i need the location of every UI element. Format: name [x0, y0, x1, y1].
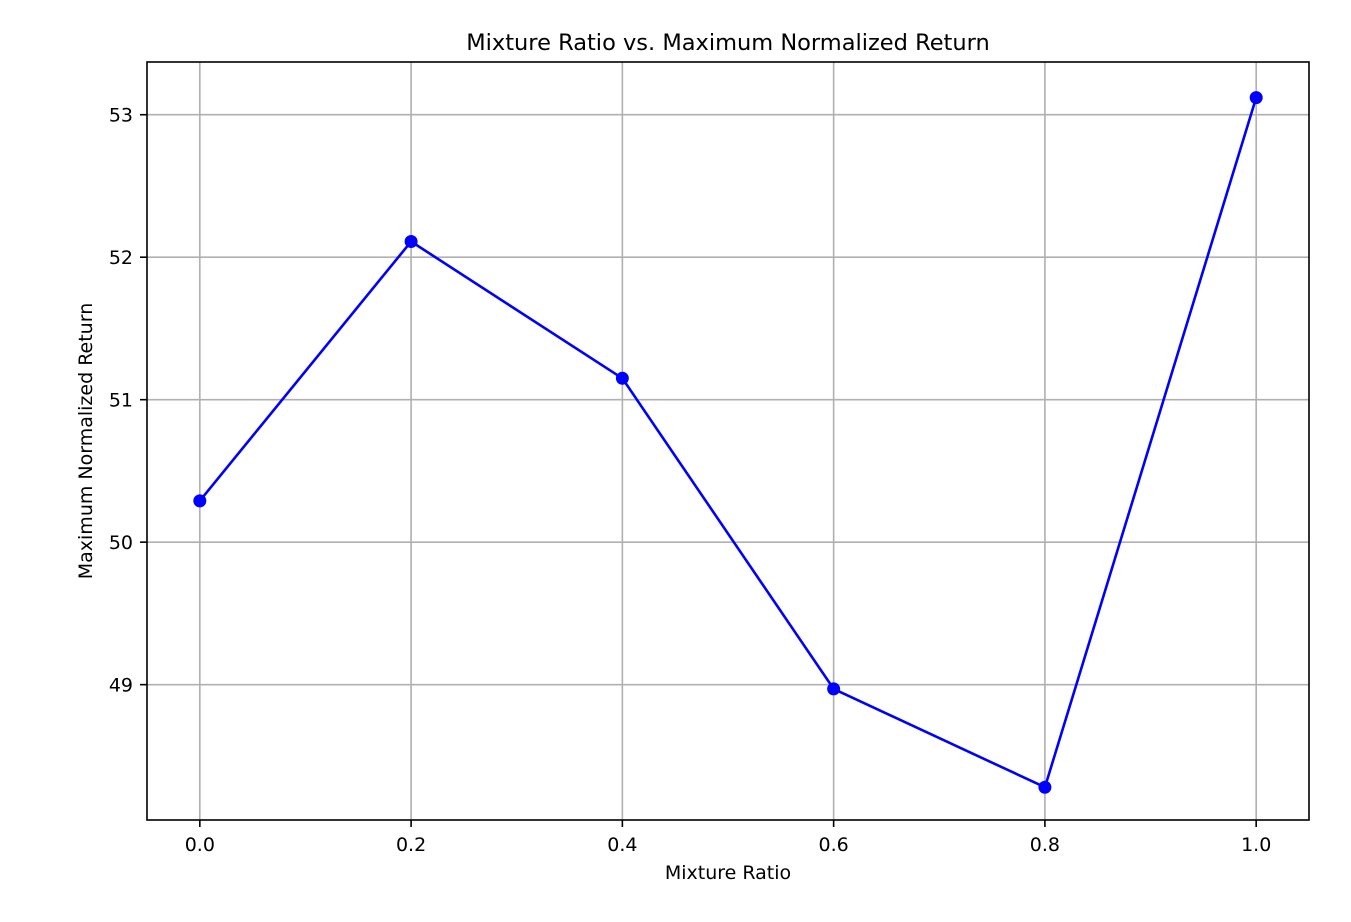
data-point: [404, 235, 418, 249]
chart-title: Mixture Ratio vs. Maximum Normalized Ret…: [466, 30, 990, 56]
x-tick-label: 0.2: [396, 834, 426, 856]
series-line: [198, 97, 1258, 789]
x-tick-label: 1.0: [1241, 834, 1271, 856]
y-tick-label: 53: [109, 105, 133, 127]
y-tick-label: 50: [109, 532, 133, 554]
x-axis-label: Mixture Ratio: [665, 862, 791, 884]
plot-frame: [146, 61, 1310, 821]
grid-layer: [147, 62, 1309, 820]
data-point: [1038, 780, 1052, 794]
x-tick-label: 0.6: [819, 834, 849, 856]
series-layer: [193, 91, 1263, 794]
y-tick-label: 51: [109, 390, 133, 412]
x-tick-label: 0.4: [607, 834, 637, 856]
y-axis-label: Maximum Normalized Return: [75, 303, 97, 580]
ticks-layer: 0.0 0.2 0.4 0.6 0.8 1.0 49 50 51 52 53: [109, 105, 1271, 856]
data-point: [827, 682, 841, 696]
y-tick-label: 52: [109, 247, 133, 269]
data-point: [1249, 91, 1263, 105]
y-tick-label: 49: [109, 675, 133, 697]
data-point: [193, 494, 207, 508]
x-tick-label: 0.8: [1030, 834, 1060, 856]
x-tick-label: 0.0: [185, 834, 215, 856]
data-point: [615, 371, 629, 385]
